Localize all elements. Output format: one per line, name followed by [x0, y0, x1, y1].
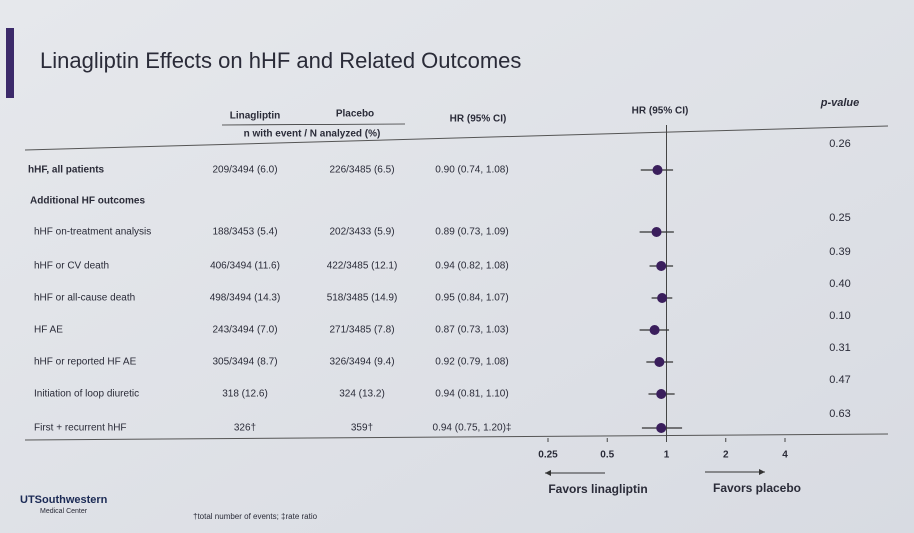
- hr-point: [651, 227, 662, 237]
- p-value: 0.31: [829, 342, 850, 354]
- cell: 406/3494 (11.6): [210, 261, 280, 272]
- row-label: hHF or CV death: [34, 261, 109, 272]
- accent-bar: [6, 28, 14, 98]
- row-label: hHF or all-cause death: [34, 293, 135, 304]
- table-rule: [24, 433, 889, 441]
- left-label: Favors linagliptin: [548, 482, 647, 496]
- cell: 0.92 (0.79, 1.08): [435, 357, 508, 368]
- p-value: 0.63: [829, 408, 850, 420]
- hr-point: [654, 357, 665, 367]
- arrow-head: [545, 470, 551, 476]
- footnote: †total number of events; ‡rate ratio: [193, 512, 318, 521]
- row-label: Initiation of loop diuretic: [34, 389, 139, 400]
- cell: 188/3453 (5.4): [212, 227, 277, 238]
- x-tick-label: 0.25: [538, 450, 558, 461]
- p-value: 0.25: [829, 212, 850, 224]
- cell: 0.94 (0.81, 1.10): [435, 389, 508, 400]
- p-value: 0.10: [829, 310, 850, 322]
- p-value: 0.26: [829, 138, 850, 150]
- row-label: HF AE: [34, 325, 63, 336]
- col-header: HR (95% CI): [450, 114, 507, 125]
- row-label: First + recurrent hHF: [34, 423, 127, 434]
- cell: 226/3485 (6.5): [329, 165, 394, 176]
- cell: 271/3485 (7.8): [329, 325, 394, 336]
- header-rule: [221, 123, 406, 126]
- hr-point: [652, 165, 663, 175]
- right-label: Favors placebo: [713, 481, 801, 495]
- x-tick-label: 0.5: [600, 450, 614, 461]
- hr-point: [656, 423, 667, 433]
- cell: 318 (12.6): [222, 389, 268, 400]
- col-header: Placebo: [336, 109, 374, 120]
- x-tick-label: 1: [664, 450, 670, 461]
- col-header: p-value: [820, 97, 860, 109]
- logo: UTSouthwestern: [20, 494, 108, 506]
- cell: 498/3494 (14.3): [210, 293, 281, 304]
- cell: 0.95 (0.84, 1.07): [435, 293, 508, 304]
- cell: 243/3494 (7.0): [212, 325, 277, 336]
- hr-point: [656, 261, 667, 271]
- cell: 326†: [234, 423, 256, 434]
- row-label: hHF on-treatment analysis: [34, 227, 151, 238]
- cell: 0.94 (0.82, 1.08): [435, 261, 508, 272]
- cell: 0.89 (0.73, 1.09): [435, 227, 508, 238]
- logo-sub: Medical Center: [40, 508, 88, 515]
- cell: 518/3485 (14.9): [327, 293, 398, 304]
- arrow-head: [759, 469, 765, 475]
- cell: 0.87 (0.73, 1.03): [435, 325, 508, 336]
- x-tick-label: 4: [782, 450, 788, 461]
- cell: 422/3485 (12.1): [327, 261, 398, 272]
- cell: 0.90 (0.74, 1.08): [435, 165, 508, 176]
- col-header: HR (95% CI): [632, 106, 689, 117]
- p-value: 0.47: [829, 374, 850, 386]
- row-label: hHF, all patients: [28, 165, 105, 176]
- cell: 209/3494 (6.0): [212, 165, 277, 176]
- p-value: 0.40: [829, 278, 850, 290]
- col-header: Linagliptin: [230, 111, 281, 122]
- table-rule: [24, 125, 889, 151]
- x-tick-label: 2: [723, 450, 729, 461]
- cell: 0.94 (0.75, 1.20)‡: [433, 423, 512, 434]
- cell: 324 (13.2): [339, 389, 385, 400]
- section-label: Additional HF outcomes: [30, 196, 145, 207]
- title: Linagliptin Effects on hHF and Related O…: [40, 48, 521, 73]
- row-label: hHF or reported HF AE: [34, 357, 137, 368]
- cell: 326/3494 (9.4): [329, 357, 394, 368]
- col-header: n with event / N analyzed (%): [244, 129, 381, 140]
- hr-point: [656, 389, 667, 399]
- cell: 202/3433 (5.9): [329, 227, 394, 238]
- hr-point: [657, 293, 668, 303]
- cell: 305/3494 (8.7): [212, 357, 277, 368]
- cell: 359†: [351, 423, 373, 434]
- p-value: 0.39: [829, 246, 850, 258]
- hr-point: [649, 325, 660, 335]
